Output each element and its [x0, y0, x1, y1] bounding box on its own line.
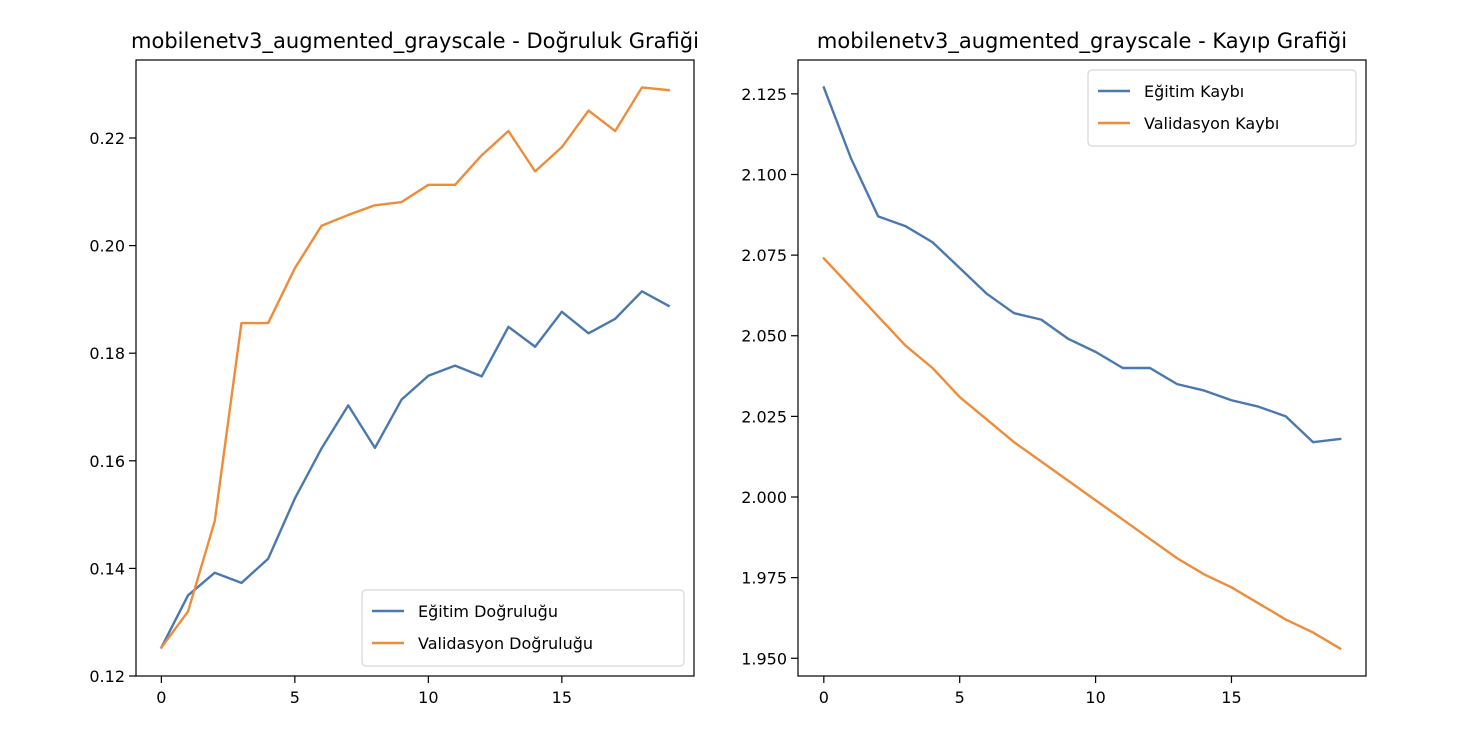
y-tick-label: 0.14 — [89, 559, 125, 578]
y-tick-label: 0.16 — [89, 452, 125, 471]
legend: Eğitim Doğruluğu Validasyon Doğruluğu — [361, 589, 685, 667]
chart-title: mobilenetv3_augmented_grayscale - Kayıp … — [817, 29, 1347, 54]
y-tick-label: 2.025 — [741, 407, 787, 426]
series-line-egitim — [159, 290, 671, 650]
x-tick-label: 10 — [1085, 688, 1105, 707]
y-tick-label: 2.125 — [741, 85, 787, 104]
x-tick-label: 15 — [1221, 688, 1241, 707]
y-tick-label: 0.20 — [89, 237, 125, 256]
y-tick-label: 2.050 — [741, 327, 787, 346]
axes-frame — [135, 59, 695, 677]
legend-label: Validasyon Doğruluğu — [418, 634, 593, 653]
legend-box — [361, 589, 685, 667]
legend: Eğitim Kaybı Validasyon Kaybı — [1087, 69, 1357, 147]
series-line-validasyon — [822, 256, 1342, 651]
y-tick-label: 0.12 — [89, 667, 125, 686]
x-tick-label: 5 — [955, 688, 965, 707]
legend-label: Validasyon Kaybı — [1144, 114, 1279, 133]
x-tick-label: 0 — [156, 688, 166, 707]
y-tick-label: 2.075 — [741, 246, 787, 265]
accuracy-chart: mobilenetv3_augmented_grayscale - Doğrul… — [89, 29, 699, 707]
series-line-validasyon — [159, 86, 670, 650]
legend-label: Eğitim Doğruluğu — [418, 602, 558, 621]
y-tick-label: 2.000 — [741, 488, 787, 507]
loss-chart: mobilenetv3_augmented_grayscale - Kayıp … — [741, 29, 1367, 707]
x-tick-label: 5 — [290, 688, 300, 707]
x-tick-label: 0 — [819, 688, 829, 707]
x-tick-label: 15 — [552, 688, 572, 707]
legend-label: Eğitim Kaybı — [1144, 82, 1244, 101]
y-tick-label: 0.18 — [89, 344, 125, 363]
y-tick-label: 2.100 — [741, 165, 787, 184]
chart-title: mobilenetv3_augmented_grayscale - Doğrul… — [131, 29, 699, 54]
y-tick-label: 1.975 — [741, 569, 787, 588]
x-tick-label: 10 — [418, 688, 438, 707]
axes-frame — [797, 59, 1367, 677]
y-tick-label: 1.950 — [741, 649, 787, 668]
y-tick-label: 0.22 — [89, 129, 125, 148]
legend-box — [1087, 69, 1357, 147]
series-line-egitim — [822, 85, 1342, 444]
